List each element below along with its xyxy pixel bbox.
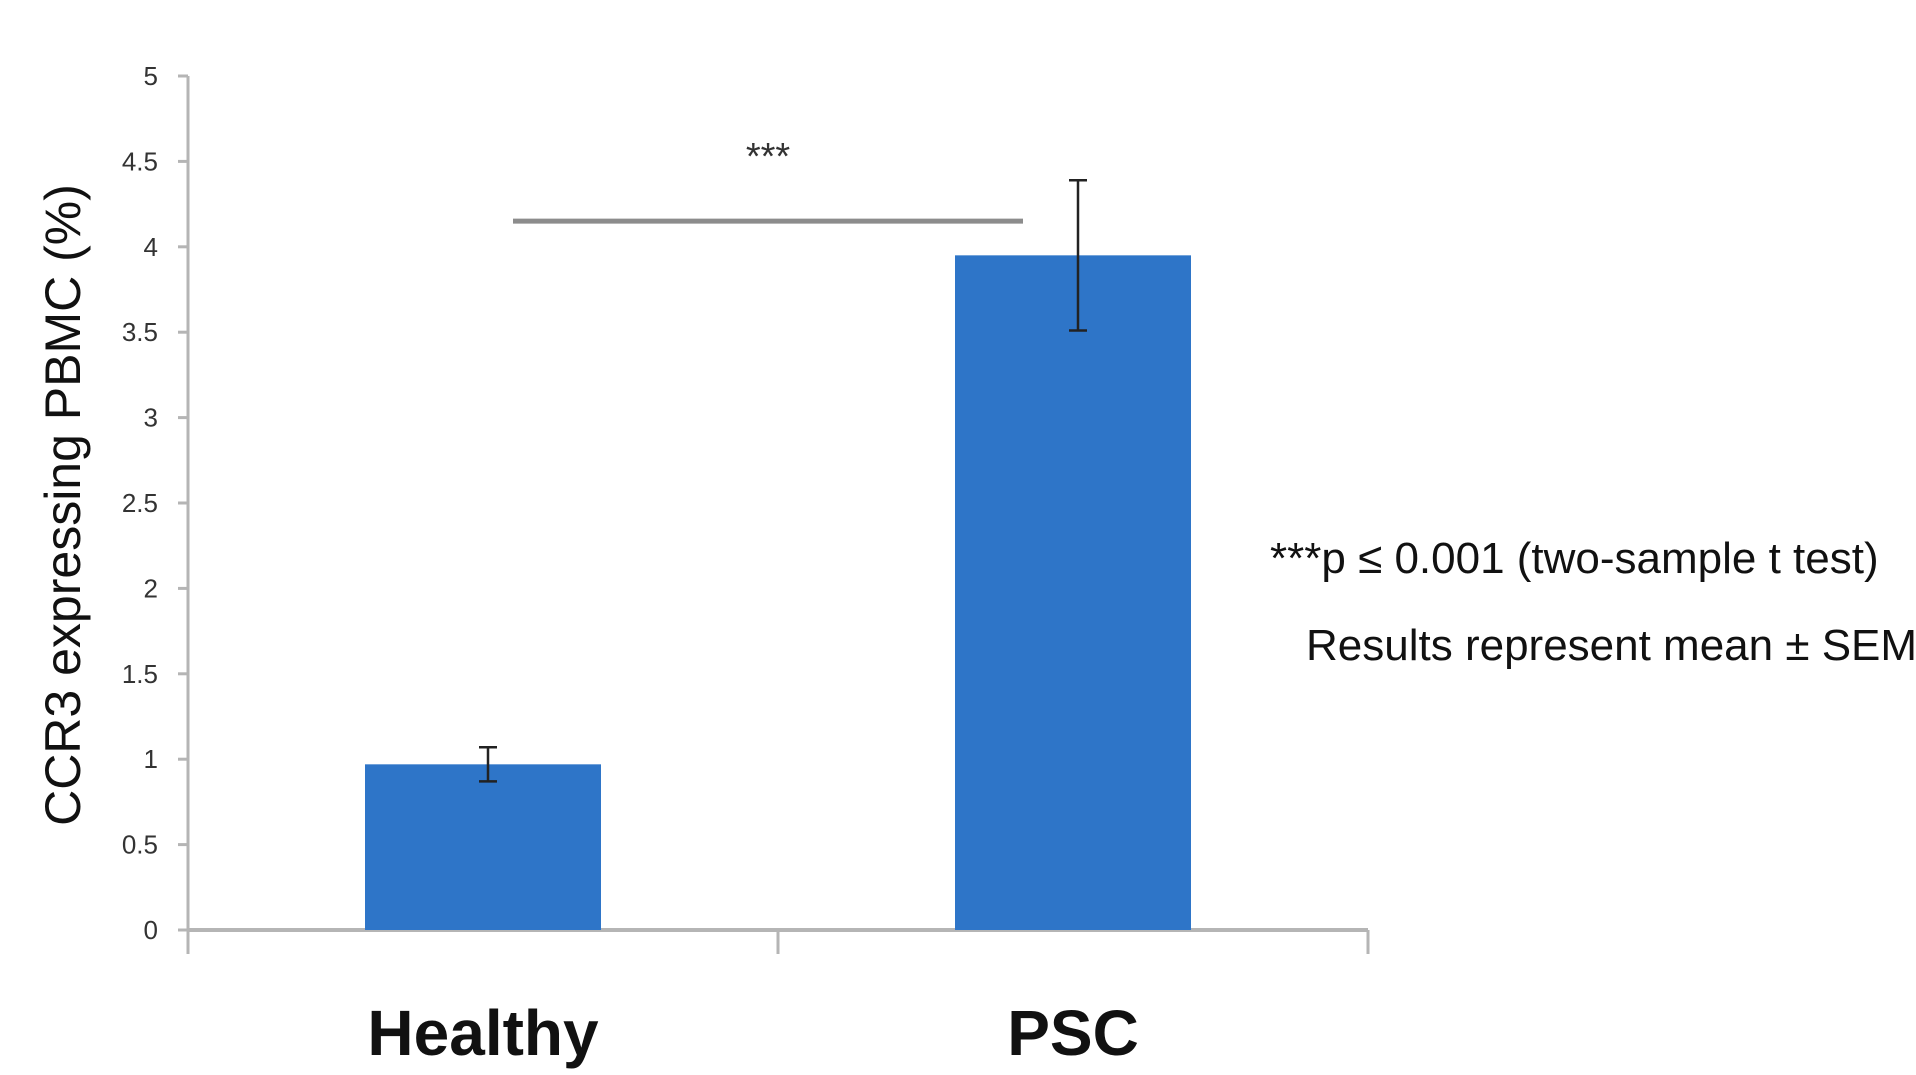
y-tick-label: 0.5 bbox=[122, 830, 158, 860]
x-tick-label-psc: PSC bbox=[1007, 997, 1139, 1069]
y-tick-label: 0 bbox=[144, 915, 158, 945]
y-tick-label: 2.5 bbox=[122, 488, 158, 518]
y-tick-label: 1 bbox=[144, 744, 158, 774]
y-tick-label: 3 bbox=[144, 403, 158, 433]
y-tick-label: 1.5 bbox=[122, 659, 158, 689]
bars bbox=[365, 255, 1191, 931]
bar-healthy bbox=[365, 764, 601, 930]
x-tick-labels: Healthy PSC bbox=[367, 997, 1138, 1069]
error-bars bbox=[479, 178, 1087, 783]
x-tick-label-healthy: Healthy bbox=[367, 997, 599, 1069]
sem-note: Results represent mean ± SEM bbox=[1306, 621, 1916, 670]
y-tick-label: 4.5 bbox=[122, 146, 158, 176]
y-tick-label: 2 bbox=[144, 573, 158, 603]
y-axis: 0 0.5 1 1.5 2 2.5 3 3.5 4 4.5 5 bbox=[122, 61, 190, 945]
y-axis-label: CCR3 expressing PBMC (%) bbox=[35, 184, 91, 826]
p-value-note: ***p ≤ 0.001 (two-sample t test) bbox=[1270, 534, 1879, 583]
y-tick-label: 4 bbox=[144, 232, 158, 262]
significance-label: *** bbox=[746, 136, 791, 178]
bar-psc bbox=[955, 255, 1191, 931]
y-tick-label: 5 bbox=[144, 61, 158, 91]
y-tick-label: 3.5 bbox=[122, 317, 158, 347]
significance-marker: *** bbox=[513, 136, 1023, 224]
x-axis bbox=[186, 928, 1370, 954]
